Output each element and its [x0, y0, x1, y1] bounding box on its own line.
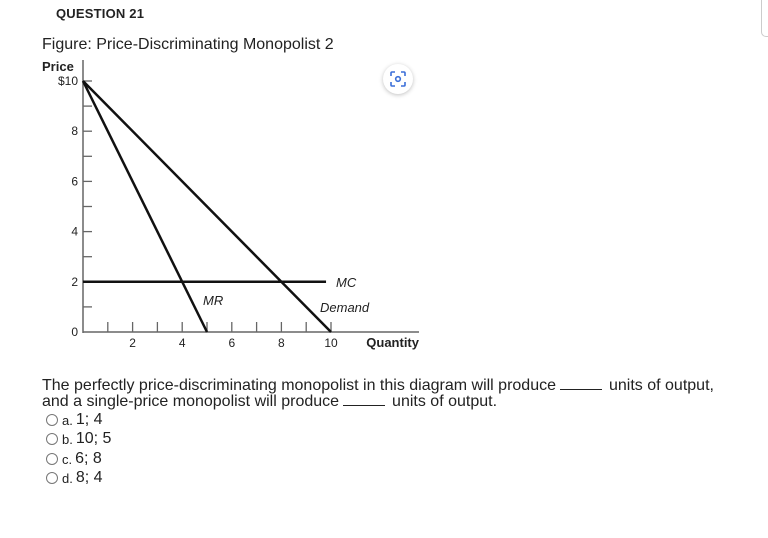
option-text: 10; 5: [75, 430, 112, 447]
question-line1-end: units of output,: [609, 377, 714, 394]
option-letter: a.: [62, 412, 73, 428]
y-axis-label: Price: [42, 59, 74, 74]
radio-c[interactable]: [46, 453, 58, 465]
y-tick-label: 0: [71, 325, 78, 339]
option-d[interactable]: d. 8; 4: [46, 469, 103, 487]
y-tick-label: 2: [71, 275, 78, 289]
question-line2: and a single-price monopolist will produ…: [42, 393, 340, 410]
radio-a[interactable]: [46, 414, 58, 426]
x-tick-label: 6: [228, 336, 235, 350]
radio-d[interactable]: [46, 472, 58, 484]
question-text: The perfectly price-discriminating monop…: [42, 377, 714, 410]
radio-b[interactable]: [46, 433, 58, 445]
y-tick-label: $10: [58, 74, 78, 88]
answer-blank-1: [560, 377, 602, 390]
option-text: 8; 4: [75, 469, 103, 486]
x-tick-label: 8: [278, 336, 285, 350]
mc-label: MC: [336, 275, 357, 290]
option-text: 6; 8: [75, 450, 102, 467]
option-b[interactable]: b. 10; 5: [46, 430, 111, 448]
x-tick-label: 4: [179, 336, 186, 350]
scrollbar[interactable]: [761, 0, 768, 37]
demand-label: Demand: [320, 300, 370, 315]
option-c[interactable]: c. 6; 8: [46, 450, 102, 468]
visual-search-icon: [390, 71, 406, 87]
mr-curve: [81, 80, 209, 333]
option-letter: c.: [62, 451, 73, 467]
figure-title: Figure: Price-Discriminating Monopolist …: [42, 36, 334, 53]
x-tick-label: 2: [129, 336, 136, 350]
question-header: QUESTION 21: [56, 6, 145, 21]
option-text: 1; 4: [75, 411, 103, 428]
y-tick-label: 8: [71, 124, 78, 138]
option-letter: d.: [62, 470, 73, 486]
mr-label: MR: [203, 293, 223, 308]
y-tick-label: 6: [71, 174, 78, 188]
visual-search-button[interactable]: [383, 64, 413, 94]
question-line2-end: units of output.: [392, 393, 498, 410]
answer-blank-2: [343, 393, 386, 406]
question-line1: The perfectly price-discriminating monop…: [42, 377, 556, 394]
option-a[interactable]: a. 1; 4: [46, 411, 103, 429]
y-tick-label: 4: [71, 225, 78, 239]
demand-curve: [82, 80, 332, 333]
x-tick-label: 10: [324, 336, 338, 350]
x-axis-label: Quantity: [366, 335, 419, 350]
option-letter: b.: [62, 431, 73, 447]
